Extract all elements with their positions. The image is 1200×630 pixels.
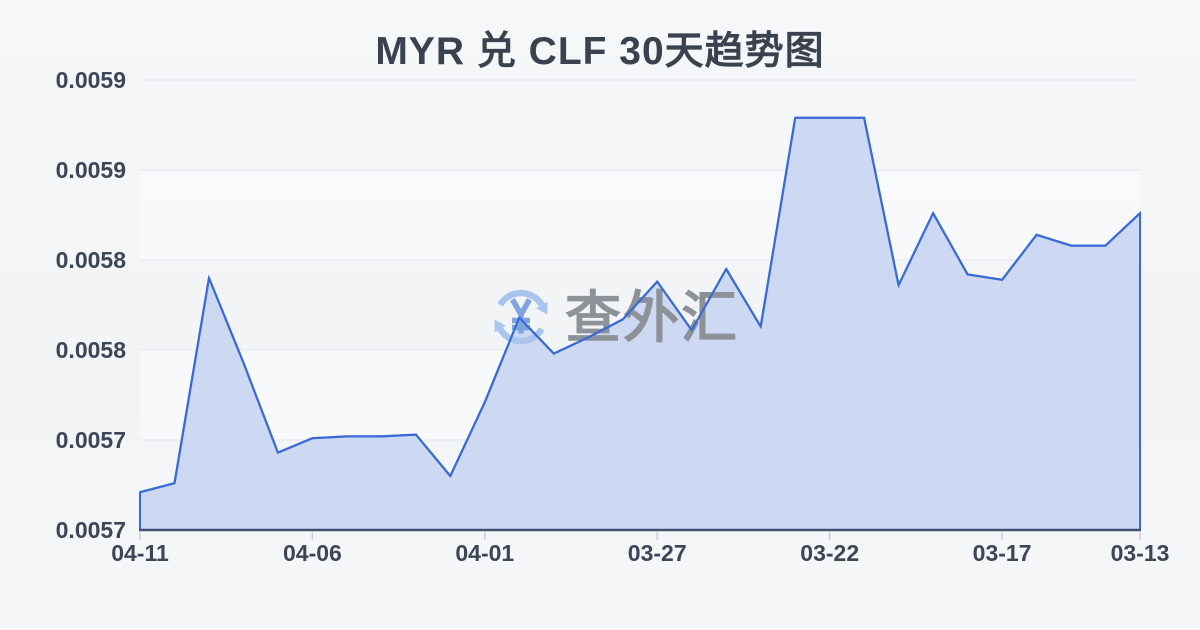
x-axis-label: 03-22 [800, 540, 859, 566]
y-axis-label: 0.0058 [56, 337, 127, 363]
x-axis-label: 03-13 [1111, 540, 1170, 566]
line-series [139, 116, 1141, 494]
y-axis-label: 0.0059 [56, 67, 126, 93]
x-axis-label: 03-17 [973, 540, 1032, 566]
x-axis-label: 03-27 [628, 540, 687, 566]
chart-title: MYR 兑 CLF 30天趋势图 [375, 30, 825, 73]
y-axis-label: 0.0057 [56, 427, 126, 453]
y-axis-label: 0.0057 [56, 517, 126, 543]
split-area-band [140, 170, 1140, 260]
y-axis-label: 0.0058 [56, 247, 127, 273]
x-axis-label: 04-06 [283, 540, 342, 566]
currency-exchange-refresh-icon [494, 289, 548, 345]
watermark: 查外汇 [494, 286, 739, 349]
y-axis-label: 0.0059 [56, 157, 126, 183]
x-axis-label: 04-11 [111, 540, 169, 566]
watermark-text: 查外汇 [565, 286, 739, 349]
x-axis-label: 04-01 [455, 540, 514, 566]
